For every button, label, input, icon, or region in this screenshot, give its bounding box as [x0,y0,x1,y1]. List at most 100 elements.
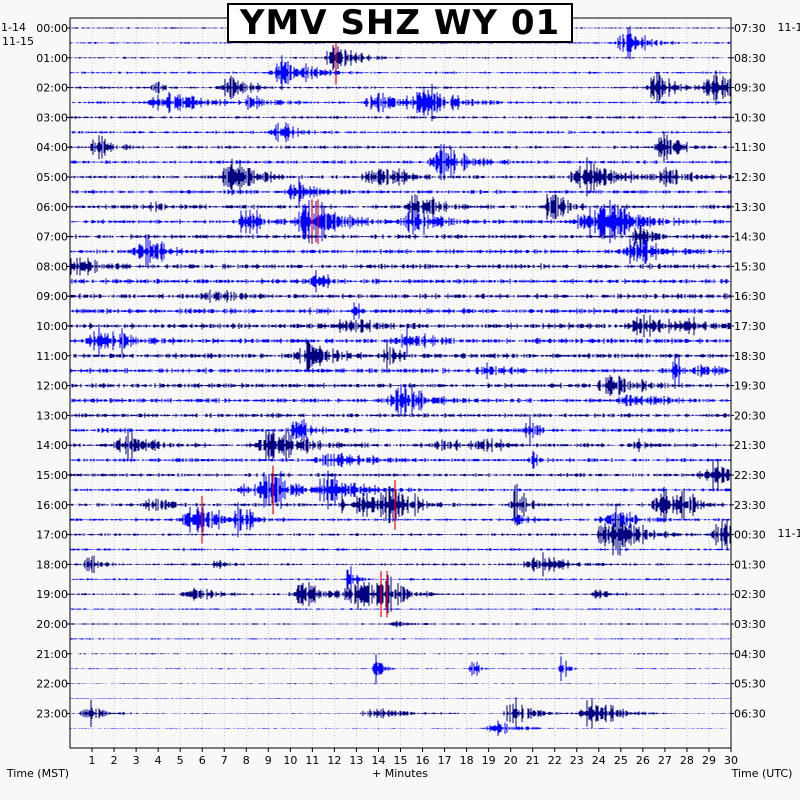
right-tick-label: 06:30 [734,707,766,720]
seismic-trace [69,115,732,120]
x-tick-label: 10 [283,754,297,767]
left-tick-label: 14:00 [36,439,68,452]
right-tick-label: 14:30 [734,231,766,244]
x-tick-label: 29 [702,754,716,767]
right-tick-label: 18:30 [734,350,766,363]
left-axis-label: Time (MST) [6,767,69,780]
left-tick-label: 10:00 [36,320,68,333]
x-axis-label: + Minutes [372,767,428,780]
right-tick-label: 17:30 [734,320,766,333]
left-tick-label: 22:00 [36,678,68,691]
seismic-trace [69,131,732,163]
x-tick-label: 20 [504,754,518,767]
x-tick-label: 2 [111,754,118,767]
seismic-trace [69,257,732,276]
left-tick-label: 20:00 [36,618,68,631]
x-tick-label: 9 [265,754,272,767]
x-tick-group: 1 2 3 4 5 6 7 8 9 10 11 12 13 14 15 16 17 18 19 20 21 22 23 24 2… [89,748,738,767]
right-tick-label: 07:30 [734,22,766,35]
x-tick-label: 5 [177,754,184,767]
left-tick-group: 00:00 01:00 02:00 03:00 04:00 05:00 06:00 07:00… [36,22,70,720]
right-date-label-top: 11-1 [778,21,800,34]
left-tick-label: 23:00 [36,707,68,720]
right-axis-label: Time (UTC) [731,767,793,780]
seismic-trace [69,547,732,552]
seismic-trace [69,302,732,320]
seismic-trace [69,177,732,207]
right-tick-label: 08:30 [734,52,766,65]
left-tick-label: 17:00 [36,529,68,542]
x-tick-label: 12 [327,754,341,767]
x-tick-label: 7 [221,754,228,767]
left-tick-label: 19:00 [36,588,68,601]
x-tick-label: 6 [199,754,206,767]
x-tick-label: 16 [416,754,430,767]
right-tick-label: 19:30 [734,380,766,393]
right-tick-group: 07:30 08:30 09:30 10:30 11:30 12:30 13:30 14:30… [731,22,766,720]
right-tick-label: 03:30 [734,618,766,631]
right-tick-label: 09:30 [734,82,766,95]
x-tick-label: 27 [658,754,672,767]
x-tick-label: 26 [636,754,650,767]
chart-title: YMV SHZ WY 01 [227,3,573,43]
right-date-label-bottom: 11-1 [778,527,800,540]
x-tick-label: 30 [724,754,738,767]
x-tick-label: 24 [592,754,606,767]
seismic-trace [69,698,732,699]
x-tick-label: 19 [482,754,496,767]
seismic-trace [69,620,732,628]
seismic-trace [69,384,732,417]
seismic-trace [69,339,732,373]
x-tick-label: 17 [438,754,452,767]
right-tick-label: 05:30 [734,678,766,691]
x-tick-label: 25 [614,754,628,767]
left-tick-label: 18:00 [36,558,68,571]
right-tick-label: 16:30 [734,290,766,303]
x-tick-label: 18 [460,754,474,767]
left-tick-label: 21:00 [36,648,68,661]
right-tick-label: 04:30 [734,648,766,661]
x-tick-label: 28 [680,754,694,767]
right-tick-label: 11:30 [734,141,766,154]
right-tick-label: 22:30 [734,469,766,482]
left-tick-label: 08:00 [36,260,68,273]
left-tick-label: 06:00 [36,201,68,214]
right-tick-label: 12:30 [734,171,766,184]
left-tick-label: 16:00 [36,499,68,512]
left-tick-label: 01:00 [36,52,68,65]
right-tick-label: 01:30 [734,558,766,571]
left-tick-label: 15:00 [36,469,68,482]
left-date-label-bottom: 11-15 [2,35,34,48]
left-tick-label: 12:00 [36,380,68,393]
x-tick-label: 23 [570,754,584,767]
left-date-label-top: 11-14 [0,21,26,34]
left-tick-label: 07:00 [36,231,68,244]
left-tick-label: 05:00 [36,171,68,184]
x-tick-label: 15 [394,754,408,767]
right-tick-label: 02:30 [734,588,766,601]
right-tick-label: 15:30 [734,260,766,273]
right-tick-label: 23:30 [734,499,766,512]
right-tick-label: 20:30 [734,409,766,422]
seismic-trace [69,571,732,618]
seismic-trace [72,83,732,122]
left-tick-label: 13:00 [36,409,68,422]
x-tick-label: 21 [526,754,540,767]
seismic-trace [69,122,732,143]
x-tick-label: 11 [305,754,319,767]
left-tick-label: 00:00 [36,22,68,35]
right-tick-label: 13:30 [734,201,766,214]
x-tick-label: 3 [133,754,140,767]
right-tick-label: 10:30 [734,111,766,124]
right-tick-label: 00:30 [734,529,766,542]
x-tick-label: 8 [243,754,250,767]
x-tick-label: 14 [371,754,385,767]
x-tick-label: 1 [89,754,96,767]
left-tick-label: 02:00 [36,82,68,95]
x-tick-label: 13 [349,754,363,767]
x-tick-label: 4 [155,754,162,767]
right-tick-label: 21:30 [734,439,766,452]
seismic-trace [70,720,732,737]
seismic-trace [69,193,732,220]
